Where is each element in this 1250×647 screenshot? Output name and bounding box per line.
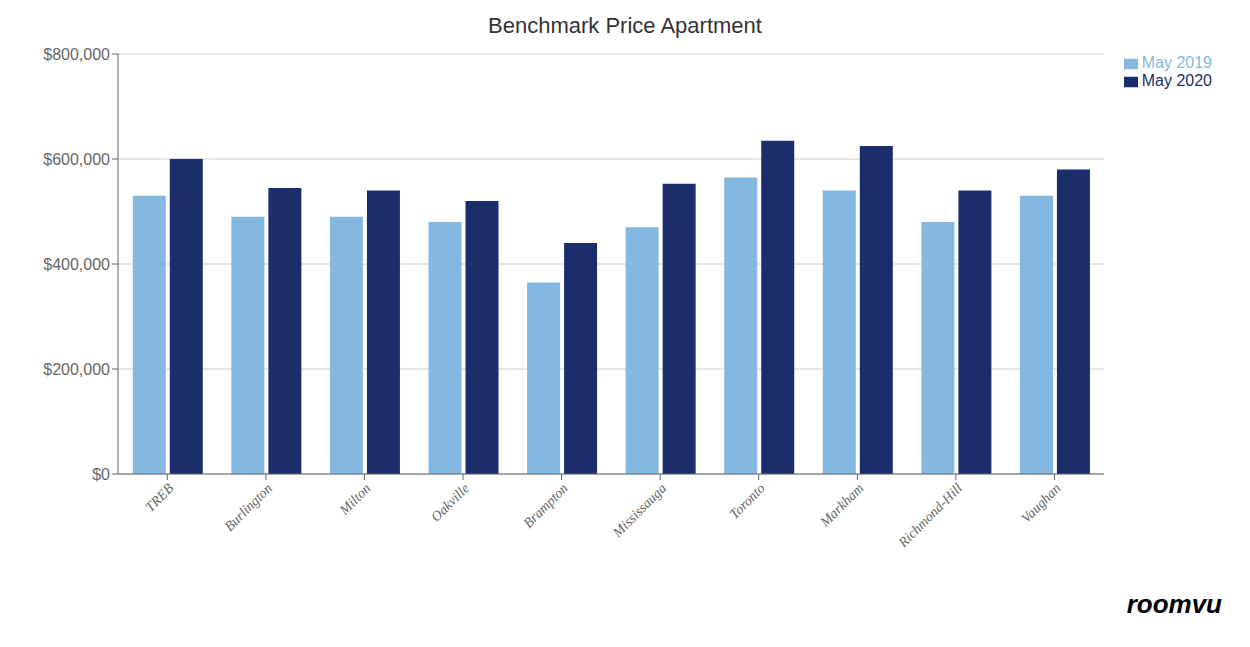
svg-text:$600,000: $600,000 bbox=[43, 151, 110, 168]
html-text:May 2019: May 2019 bbox=[1141, 54, 1212, 71]
svg-text:$200,000: $200,000 bbox=[43, 361, 110, 378]
svg-text:Toronto: Toronto bbox=[727, 481, 768, 522]
svg-text:TREB: TREB bbox=[142, 480, 177, 515]
svg-text:Milton: Milton bbox=[336, 481, 374, 519]
svg-text:Vaughan: Vaughan bbox=[1018, 481, 1063, 526]
html-text:roomvu: roomvu bbox=[1126, 589, 1222, 619]
svg-text:Brampton: Brampton bbox=[521, 481, 571, 531]
svg-text:$400,000: $400,000 bbox=[43, 256, 110, 273]
html-text:May 2020: May 2020 bbox=[1141, 72, 1212, 89]
svg-text:Richmond-Hill: Richmond-Hill bbox=[895, 480, 965, 550]
svg-text:Mississauga: Mississauga bbox=[609, 481, 669, 541]
svg-text:Oakville: Oakville bbox=[428, 481, 472, 525]
html-text:Benchmark Price Apartment: Benchmark Price Apartment bbox=[488, 13, 762, 38]
svg-text:$0: $0 bbox=[92, 466, 110, 483]
svg-text:Markham: Markham bbox=[817, 481, 867, 531]
svg-text:Burlington: Burlington bbox=[222, 481, 276, 535]
svg-text:$800,000: $800,000 bbox=[43, 46, 110, 63]
